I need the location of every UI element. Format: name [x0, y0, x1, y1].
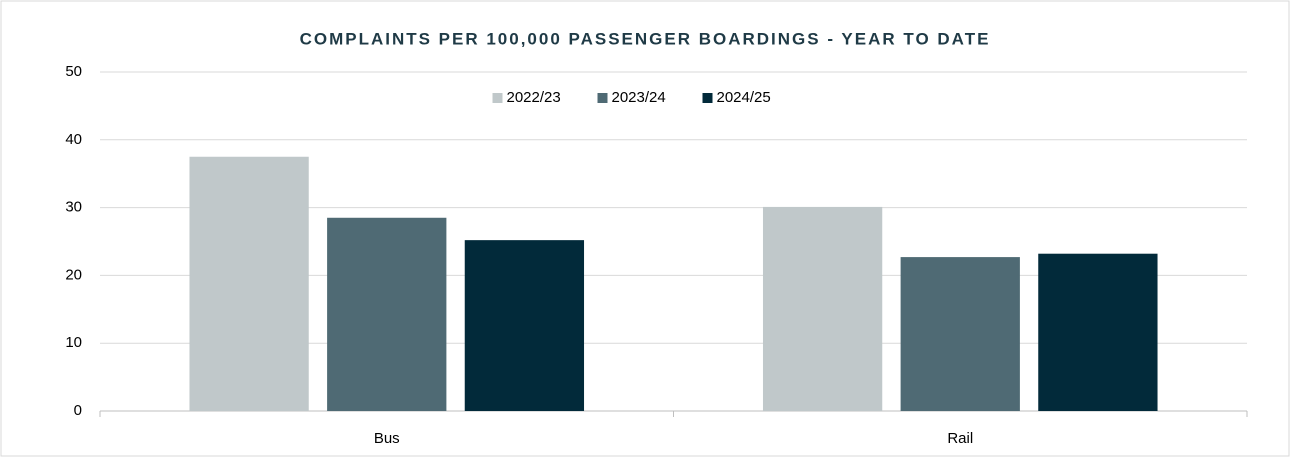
y-tick-label: 0 — [74, 402, 82, 419]
legend-swatch — [492, 93, 503, 103]
y-tick-label: 40 — [65, 131, 82, 148]
legend-label: 2023/24 — [612, 89, 666, 106]
y-tick-label: 50 — [65, 63, 82, 80]
chart-title: COMPLAINTS PER 100,000 PASSENGER BOARDIN… — [300, 29, 991, 48]
bar — [189, 156, 309, 411]
x-tick-label: Rail — [947, 430, 973, 447]
legend-swatch — [597, 93, 608, 103]
legend-swatch — [702, 93, 713, 103]
y-tick-label: 20 — [65, 266, 82, 283]
y-tick-label: 30 — [65, 199, 82, 216]
legend-label: 2024/25 — [717, 89, 771, 106]
bar — [762, 206, 883, 411]
x-tick-label: Bus — [374, 430, 400, 447]
legend-label: 2022/23 — [507, 89, 561, 106]
bar — [900, 257, 1020, 411]
bar — [464, 240, 585, 411]
bar — [1038, 253, 1158, 411]
bar — [327, 217, 447, 411]
y-tick-label: 10 — [65, 334, 82, 351]
